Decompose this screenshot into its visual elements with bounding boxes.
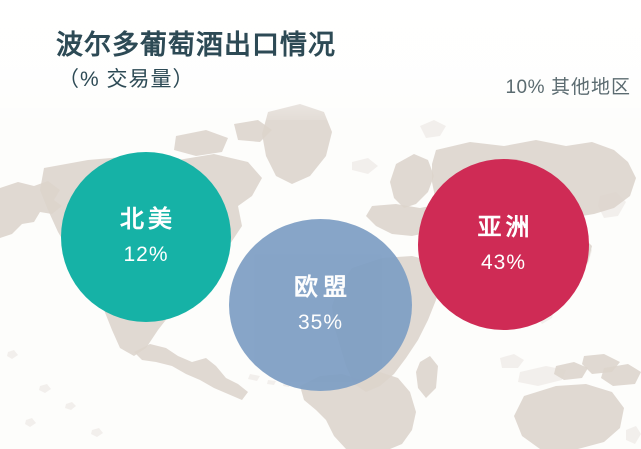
other-regions-percent: 10% [505, 77, 545, 98]
bubble-eu-label: 欧盟 [294, 274, 352, 301]
heading-block: 波尔多葡萄酒出口情况 （% 交易量） [56, 28, 336, 95]
bubble-eu-value: 35% [297, 311, 344, 334]
bubble-north-america[interactable]: 北美 12% [61, 152, 231, 322]
bubble-north-america-label: 北美 [120, 206, 176, 233]
bubble-eu[interactable]: 欧盟 35% [229, 219, 412, 391]
bubble-north-america-value: 12% [123, 243, 169, 266]
page-subtitle: （% 交易量） [58, 68, 195, 91]
bubble-asia-label: 亚洲 [477, 213, 534, 241]
bubble-asia-value: 43% [480, 250, 527, 274]
other-regions-note: 10% 其他地区 [505, 76, 631, 100]
bubble-asia[interactable]: 亚洲 43% [418, 159, 589, 330]
other-regions-label: 其他地区 [550, 77, 631, 98]
page-title: 波尔多葡萄酒出口情况 [56, 30, 336, 60]
